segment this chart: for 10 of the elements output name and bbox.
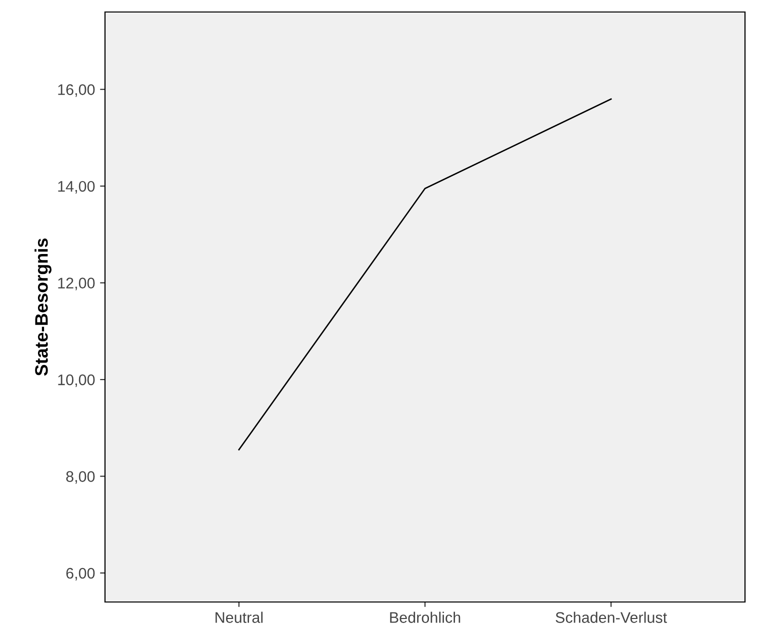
y-tick-label: 8,00	[66, 471, 95, 484]
y-tick-label: 16,00	[58, 84, 95, 97]
x-tick-label: Neutral	[216, 612, 263, 623]
x-tick-label: Bedrohlich	[390, 612, 460, 623]
y-tick-label: 14,00	[58, 180, 95, 194]
y-tick-label: 12,00	[58, 278, 95, 290]
y-axis-title: State-Besorgnis	[34, 238, 52, 376]
x-tick-label: Schaden-Verlust	[556, 612, 667, 623]
y-tick-label: 6,00	[66, 568, 95, 580]
y-tick-label: 10,00	[58, 374, 95, 388]
